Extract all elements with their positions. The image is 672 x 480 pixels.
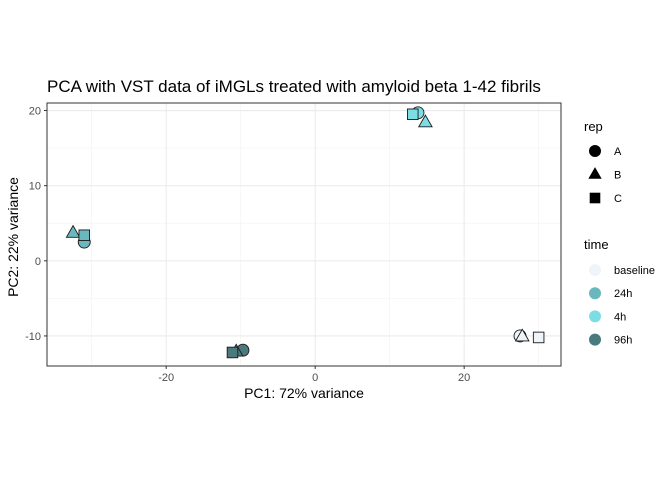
point-24h-B <box>65 224 81 238</box>
point-4h-C <box>407 108 419 121</box>
x-tick-label: 20 <box>458 372 470 384</box>
legend-time-label: 4h <box>614 311 626 323</box>
legend-time-label: 24h <box>614 288 632 300</box>
y-tick-label: -10 <box>25 331 41 343</box>
legend-key-color-icon <box>589 333 601 346</box>
legend-rep-label: A <box>614 146 622 158</box>
y-tick-label: 10 <box>29 181 41 193</box>
point-baseline-C <box>532 331 545 344</box>
major-gridlines <box>47 103 561 366</box>
legend-key-triangle-icon <box>588 167 602 179</box>
legend-rep-title: rep <box>584 119 603 134</box>
plot-panel-border <box>46 102 562 367</box>
point-4h-B <box>417 114 433 128</box>
legend-key-color-icon <box>589 264 601 276</box>
point-baseline-B <box>514 328 530 342</box>
chart-title: PCA with VST data of iMGLs treated with … <box>47 77 541 96</box>
x-tick-label: -20 <box>158 372 174 384</box>
legend-key-circle-icon <box>589 145 601 157</box>
legend-key-color-icon <box>589 310 601 323</box>
legend-key-color-icon <box>589 287 601 300</box>
point-96h-C <box>226 346 239 359</box>
point-24h-C <box>78 229 90 242</box>
legend-rep: rep ABC <box>584 119 622 205</box>
y-tick-label: 0 <box>35 256 41 268</box>
axis-ticks: -20 0 20 -10 0 10 20 <box>25 106 470 384</box>
legend-time-label: 96h <box>614 335 632 347</box>
legend-time-label: baseline <box>614 265 655 277</box>
y-axis-title: PC2: 22% variance <box>5 177 21 297</box>
x-axis-title: PC1: 72% variance <box>244 385 364 401</box>
legend-time-title: time <box>584 237 609 252</box>
data-points <box>65 106 545 359</box>
minor-gridlines <box>47 103 561 366</box>
legend-rep-label: C <box>614 193 622 205</box>
legend-time: time baseline 24h 4h 96h <box>584 237 655 347</box>
legend-key-square-icon <box>589 192 601 204</box>
x-tick-label: 0 <box>312 372 318 384</box>
legend-rep-label: B <box>614 170 621 182</box>
y-tick-label: 20 <box>29 106 41 118</box>
